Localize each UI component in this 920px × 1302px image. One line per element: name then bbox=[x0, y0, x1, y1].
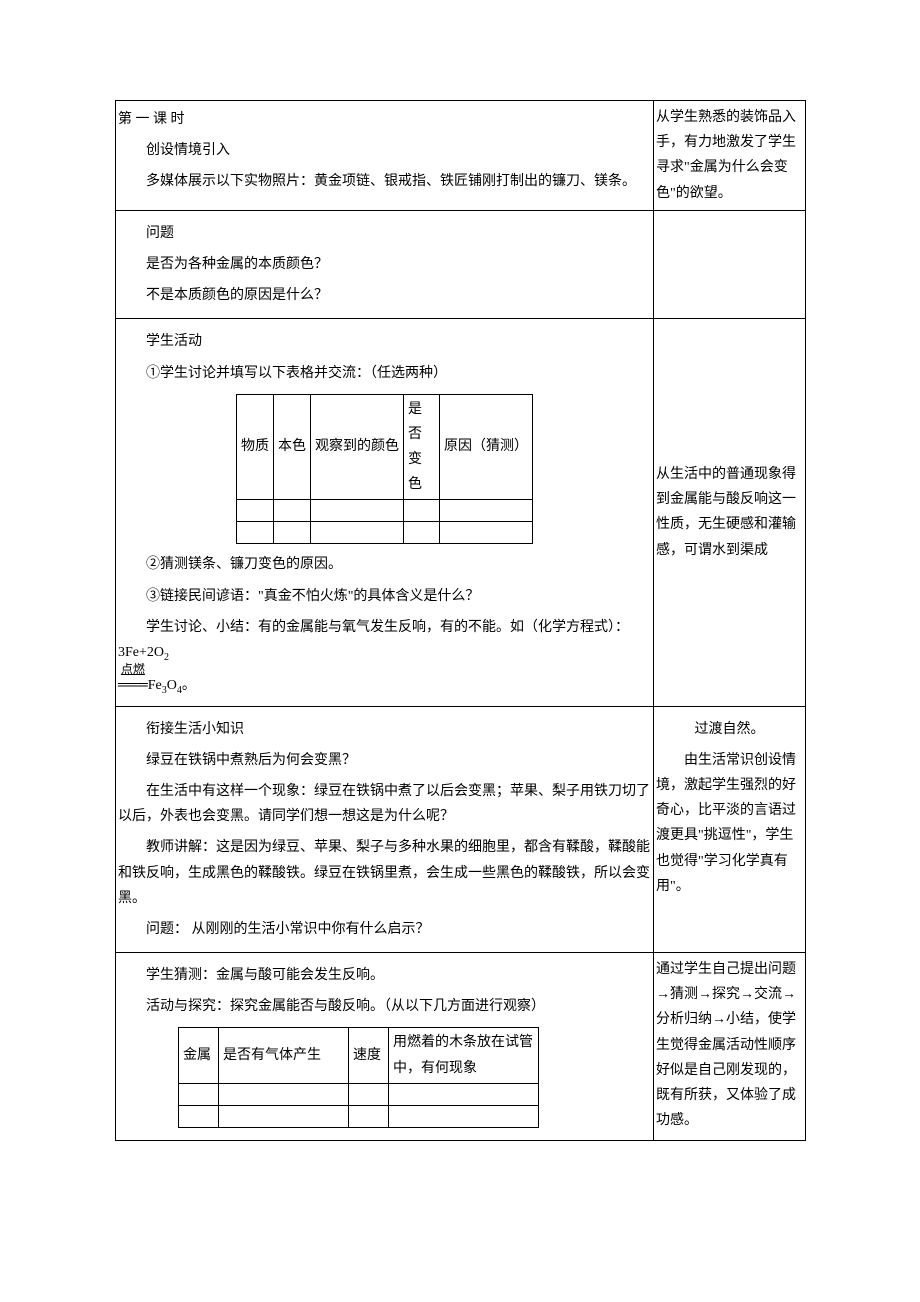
observation-table: 物质 本色 观察到的颜色 是否变色 原因（猜测） bbox=[236, 394, 533, 545]
table-row-empty bbox=[179, 1105, 539, 1127]
subscript: 2 bbox=[164, 652, 169, 663]
paragraph: 问题 bbox=[118, 221, 651, 246]
table-row-empty bbox=[237, 522, 533, 544]
paragraph: ③链接民间谚语："真金不怕火炼"的具体含义是什么？ bbox=[118, 584, 651, 609]
paragraph: 是否为各种金属的本质颜色？ bbox=[118, 252, 651, 277]
table-header: 是否变色 bbox=[404, 394, 440, 500]
text-run: 。 bbox=[182, 678, 196, 693]
paragraph: 多媒体展示以下实物照片：黄金项链、银戒指、铁匠铺刚打制出的镰刀、镁条。 bbox=[118, 169, 651, 194]
paragraph: 绿豆在铁锅中煮熟后为何会变黑？ bbox=[118, 748, 651, 773]
table-header: 原因（猜测） bbox=[440, 394, 533, 500]
table-row: 衔接生活小知识 绿豆在铁锅中煮熟后为何会变黑？ 在生活中有这样一个现象：绿豆在铁… bbox=[116, 706, 806, 953]
text-run: O bbox=[167, 678, 177, 693]
text-run: Fe bbox=[148, 678, 162, 693]
side-note: 由生活常识创设情境，激起学生强烈的好奇心，比平淡的言语过渡更具"挑逗性"，学生也… bbox=[656, 748, 803, 899]
table-row: 第 一 课 时 创设情境引入 多媒体展示以下实物照片：黄金项链、银戒指、铁匠铺刚… bbox=[116, 101, 806, 211]
paragraph: 学生活动 bbox=[118, 329, 651, 354]
side-note: 通过学生自己提出问题→猜测→探究→交流→分析归纳→小结，使学生觉得金属活动性顺序… bbox=[656, 962, 796, 1128]
table-header: 金属 bbox=[179, 1028, 219, 1083]
table-row-empty bbox=[237, 500, 533, 522]
paragraph: 创设情境引入 bbox=[118, 138, 651, 163]
text-run: 学生讨论、小结：有的金属能与氧气发生反响，有的不能。如（化学方程式）：3Fe+2… bbox=[118, 620, 629, 660]
paragraph: ①学生讨论并填写以下表格并交流：（任选两种） bbox=[118, 361, 651, 386]
paragraph: 衔接生活小知识 bbox=[118, 717, 651, 742]
table-row: 学生猜测：金属与酸可能会发生反响。 活动与探究：探究金属能否与酸反响。（从以下几… bbox=[116, 953, 806, 1141]
side-note: 从生活中的普通现象得到金属能与酸反响这一性质，无生硬感和灌输感，可谓水到渠成 bbox=[656, 467, 796, 558]
paragraph: 不是本质颜色的原因是什么？ bbox=[118, 283, 651, 308]
paragraph: 活动与探究：探究金属能否与酸反响。（从以下几方面进行观察） bbox=[118, 994, 651, 1019]
annotation-label: 点燃 bbox=[118, 659, 148, 681]
paragraph: 学生猜测：金属与酸可能会发生反响。 bbox=[118, 963, 651, 988]
table-header: 观察到的颜色 bbox=[311, 394, 404, 500]
paragraph: 教师讲解：这是因为绿豆、苹果、梨子与多种水果的细胞里，都含有鞣酸，鞣酸能和铁反响… bbox=[118, 835, 651, 911]
experiment-table: 金属 是否有气体产生 速度 用燃着的木条放在试管中，有何现象 bbox=[178, 1027, 539, 1127]
table-header: 物质 bbox=[237, 394, 274, 500]
reaction-condition: 点燃 ═══ bbox=[118, 673, 148, 698]
paragraph: 学生讨论、小结：有的金属能与氧气发生反响，有的不能。如（化学方程式）：3Fe+2… bbox=[118, 615, 651, 667]
section-heading: 第 一 课 时 bbox=[118, 107, 651, 132]
side-note: 从学生熟悉的装饰品入手，有力地激发了学生寻求"金属为什么会变色"的欲望。 bbox=[656, 110, 796, 201]
paragraph: ②猜测镁条、镰刀变色的原因。 bbox=[118, 552, 651, 577]
table-header: 是否有气体产生 bbox=[219, 1028, 349, 1083]
paragraph: 问题： 从刚刚的生活小常识中你有什么启示？ bbox=[118, 917, 651, 942]
paragraph: 点燃 ═══ Fe3O4。 bbox=[118, 673, 651, 700]
table-row: 问题 是否为各种金属的本质颜色？ 不是本质颜色的原因是什么？ bbox=[116, 210, 806, 319]
table-header: 本色 bbox=[274, 394, 311, 500]
table-header: 速度 bbox=[349, 1028, 389, 1083]
table-row-empty bbox=[179, 1083, 539, 1105]
table-header: 用燃着的木条放在试管中，有何现象 bbox=[389, 1028, 539, 1083]
lesson-plan-table: 第 一 课 时 创设情境引入 多媒体展示以下实物照片：黄金项链、银戒指、铁匠铺刚… bbox=[115, 100, 806, 1141]
table-row: 学生活动 ①学生讨论并填写以下表格并交流：（任选两种） 物质 本色 观察到的颜色… bbox=[116, 319, 806, 706]
side-note: 过渡自然。 bbox=[656, 717, 803, 742]
paragraph: 在生活中有这样一个现象：绿豆在铁锅中煮了以后会变黑；苹果、梨子用铁刀切了以后，外… bbox=[118, 779, 651, 829]
